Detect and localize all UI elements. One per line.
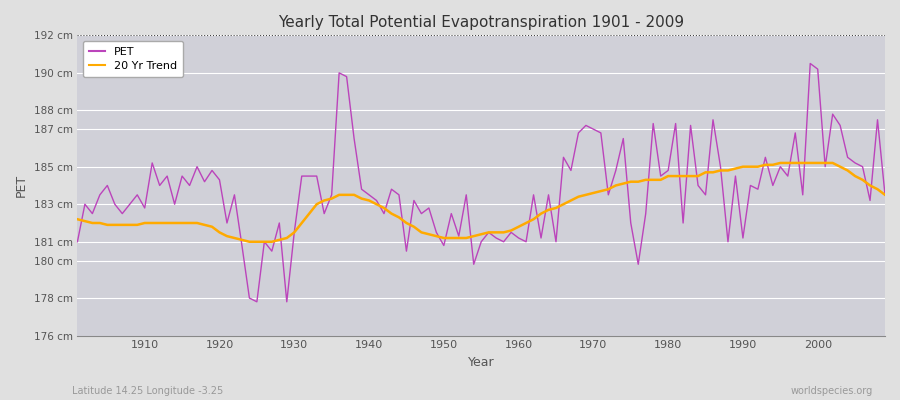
Legend: PET, 20 Yr Trend: PET, 20 Yr Trend	[83, 41, 183, 77]
Text: Latitude 14.25 Longitude -3.25: Latitude 14.25 Longitude -3.25	[72, 386, 223, 396]
Title: Yearly Total Potential Evapotranspiration 1901 - 2009: Yearly Total Potential Evapotranspiratio…	[278, 15, 684, 30]
Text: worldspecies.org: worldspecies.org	[791, 386, 873, 396]
X-axis label: Year: Year	[468, 356, 494, 369]
Y-axis label: PET: PET	[15, 174, 28, 197]
